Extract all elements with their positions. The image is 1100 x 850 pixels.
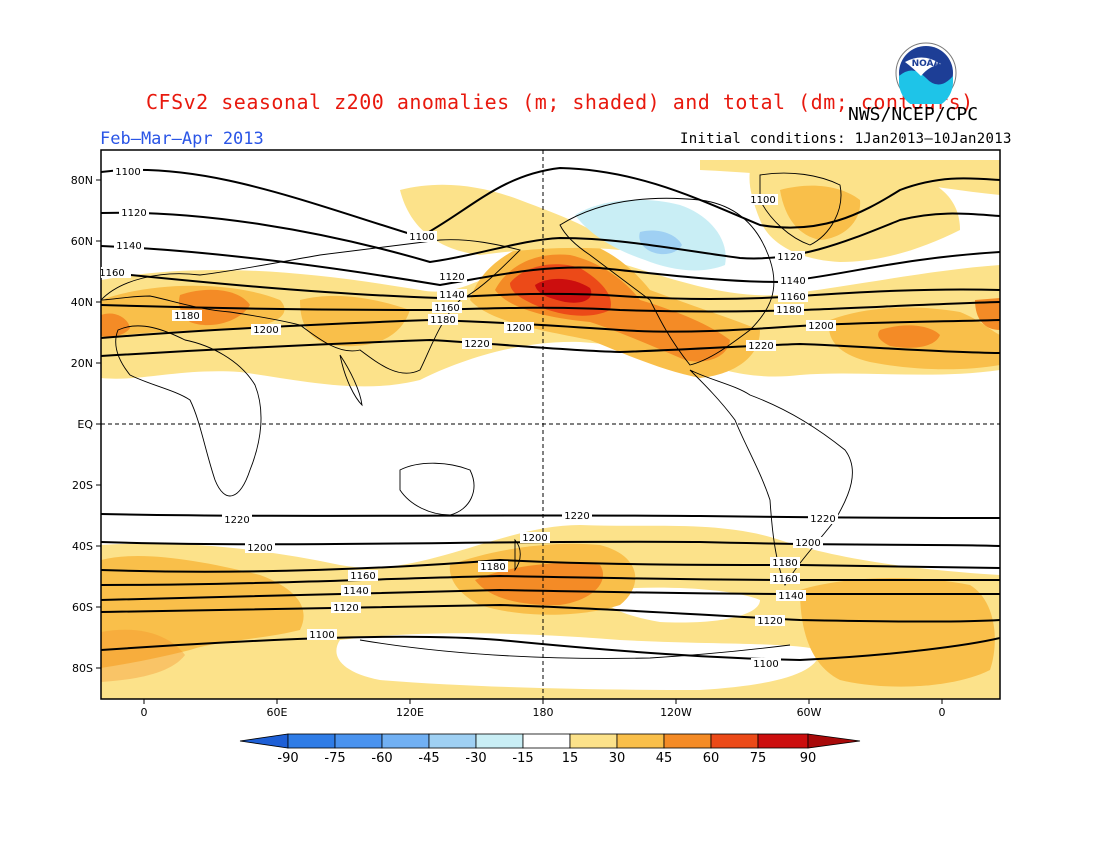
lat-label: EQ xyxy=(77,418,93,431)
lon-label: 180 xyxy=(532,706,554,719)
forecast-period: Feb–Mar–Apr 2013 xyxy=(100,129,264,149)
contour-label: 1160 xyxy=(780,292,805,303)
colorbar-label: -60 xyxy=(371,751,393,766)
contour-label: 1180 xyxy=(174,311,199,322)
colorbar-label: 60 xyxy=(702,751,720,766)
lat-label: 60N xyxy=(70,235,93,248)
colorbar-label: 30 xyxy=(608,751,626,766)
contour-label: 1200 xyxy=(253,325,278,336)
contour-label: 1200 xyxy=(506,323,531,334)
colorbar-label: -30 xyxy=(465,751,487,766)
contour-label: 1220 xyxy=(748,341,773,352)
credit-label: NWS/NCEP/CPC xyxy=(848,104,979,125)
contour-label: 1120 xyxy=(333,603,358,614)
lon-label: 0 xyxy=(140,706,148,719)
height-contours xyxy=(101,166,1000,662)
colorbar xyxy=(239,733,861,749)
contour-label: 1100 xyxy=(409,232,434,243)
contour-label: 1220 xyxy=(464,339,489,350)
contour-label: 1200 xyxy=(247,543,272,554)
contour-label: 1220 xyxy=(564,511,589,522)
contour-label: 1160 xyxy=(350,571,375,582)
lat-label: 20N xyxy=(70,357,93,370)
contour-label: 1220 xyxy=(224,515,249,526)
contour-label: 1220 xyxy=(810,514,835,525)
contour-label: 1140 xyxy=(780,276,805,287)
lat-label: 60S xyxy=(72,601,93,614)
colorbar-right-arrow xyxy=(807,733,861,749)
contour-label: 1180 xyxy=(430,315,455,326)
contour-label: 1140 xyxy=(343,586,368,597)
initial-conditions: Initial conditions: 1Jan2013–10Jan2013 xyxy=(680,131,1012,147)
colorbar-label: 75 xyxy=(749,751,767,766)
contour-label: 1120 xyxy=(439,272,464,283)
contour-label: 1140 xyxy=(439,290,464,301)
colorbar-label: 90 xyxy=(799,751,817,766)
lat-label: 20S xyxy=(72,479,93,492)
contour-label: 1100 xyxy=(115,167,140,178)
lon-label: 120W xyxy=(660,706,692,719)
colorbar-label: -15 xyxy=(512,751,534,766)
contour-label: 1140 xyxy=(116,241,141,252)
lat-label: 40S xyxy=(72,540,93,553)
lon-label: 60E xyxy=(266,706,288,719)
contour-label: 1180 xyxy=(772,558,797,569)
contour-label: 1140 xyxy=(778,591,803,602)
contour-label: 1160 xyxy=(99,268,124,279)
axis-ticks xyxy=(96,179,943,704)
contour-labels: 1100 1100 1100 1120 1120 1120 1140 1140 … xyxy=(99,166,838,670)
lon-label: 60W xyxy=(796,706,822,719)
lon-label: 0 xyxy=(938,706,946,719)
colorbar-label: -45 xyxy=(418,751,440,766)
svg-text:NOAA: NOAA xyxy=(912,59,941,69)
contour-label: 1160 xyxy=(772,574,797,585)
lat-label: 80S xyxy=(72,662,93,675)
contour-label: 1120 xyxy=(757,616,782,627)
colorbar-label: -75 xyxy=(324,751,346,766)
colorbar-label: -90 xyxy=(277,751,299,766)
colorbar-left-arrow xyxy=(239,733,289,749)
contour-label: 1200 xyxy=(795,538,820,549)
contour-label: 1100 xyxy=(309,630,334,641)
contour-label: 1120 xyxy=(121,208,146,219)
contour-label: 1200 xyxy=(522,533,547,544)
lat-label: 40N xyxy=(70,296,93,309)
colorbar-label: 15 xyxy=(561,751,579,766)
colorbar-label: 45 xyxy=(655,751,673,766)
contour-label: 1200 xyxy=(808,321,833,332)
contour-label: 1160 xyxy=(434,303,459,314)
contour-label: 1100 xyxy=(750,195,775,206)
contour-label: 1120 xyxy=(777,252,802,263)
map-title: CFSv2 seasonal z200 anomalies (m; shaded… xyxy=(146,90,974,114)
contour-label: 1100 xyxy=(753,659,778,670)
lat-label: 80N xyxy=(70,174,93,187)
contour-label: 1180 xyxy=(776,305,801,316)
noaa-logo: NOAA xyxy=(895,42,957,104)
contour-label: 1180 xyxy=(480,562,505,573)
lon-label: 120E xyxy=(396,706,424,719)
